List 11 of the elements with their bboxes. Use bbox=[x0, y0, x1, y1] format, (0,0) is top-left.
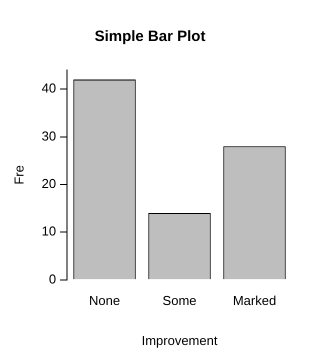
y-axis-title: Fre bbox=[11, 165, 26, 185]
x-tick-label: None bbox=[89, 293, 120, 308]
x-tick-label: Marked bbox=[232, 293, 276, 308]
y-tick-label: 30 bbox=[42, 128, 56, 144]
y-tick-label: 20 bbox=[42, 176, 56, 192]
y-tick-label: 0 bbox=[48, 271, 56, 286]
x-tick-label: Some bbox=[162, 293, 197, 308]
y-tick-label: 40 bbox=[42, 80, 56, 96]
x-axis-title: Improvement bbox=[142, 332, 218, 348]
chart-title: Simple Bar Plot bbox=[94, 28, 206, 46]
y-tick-label: 10 bbox=[42, 224, 56, 239]
